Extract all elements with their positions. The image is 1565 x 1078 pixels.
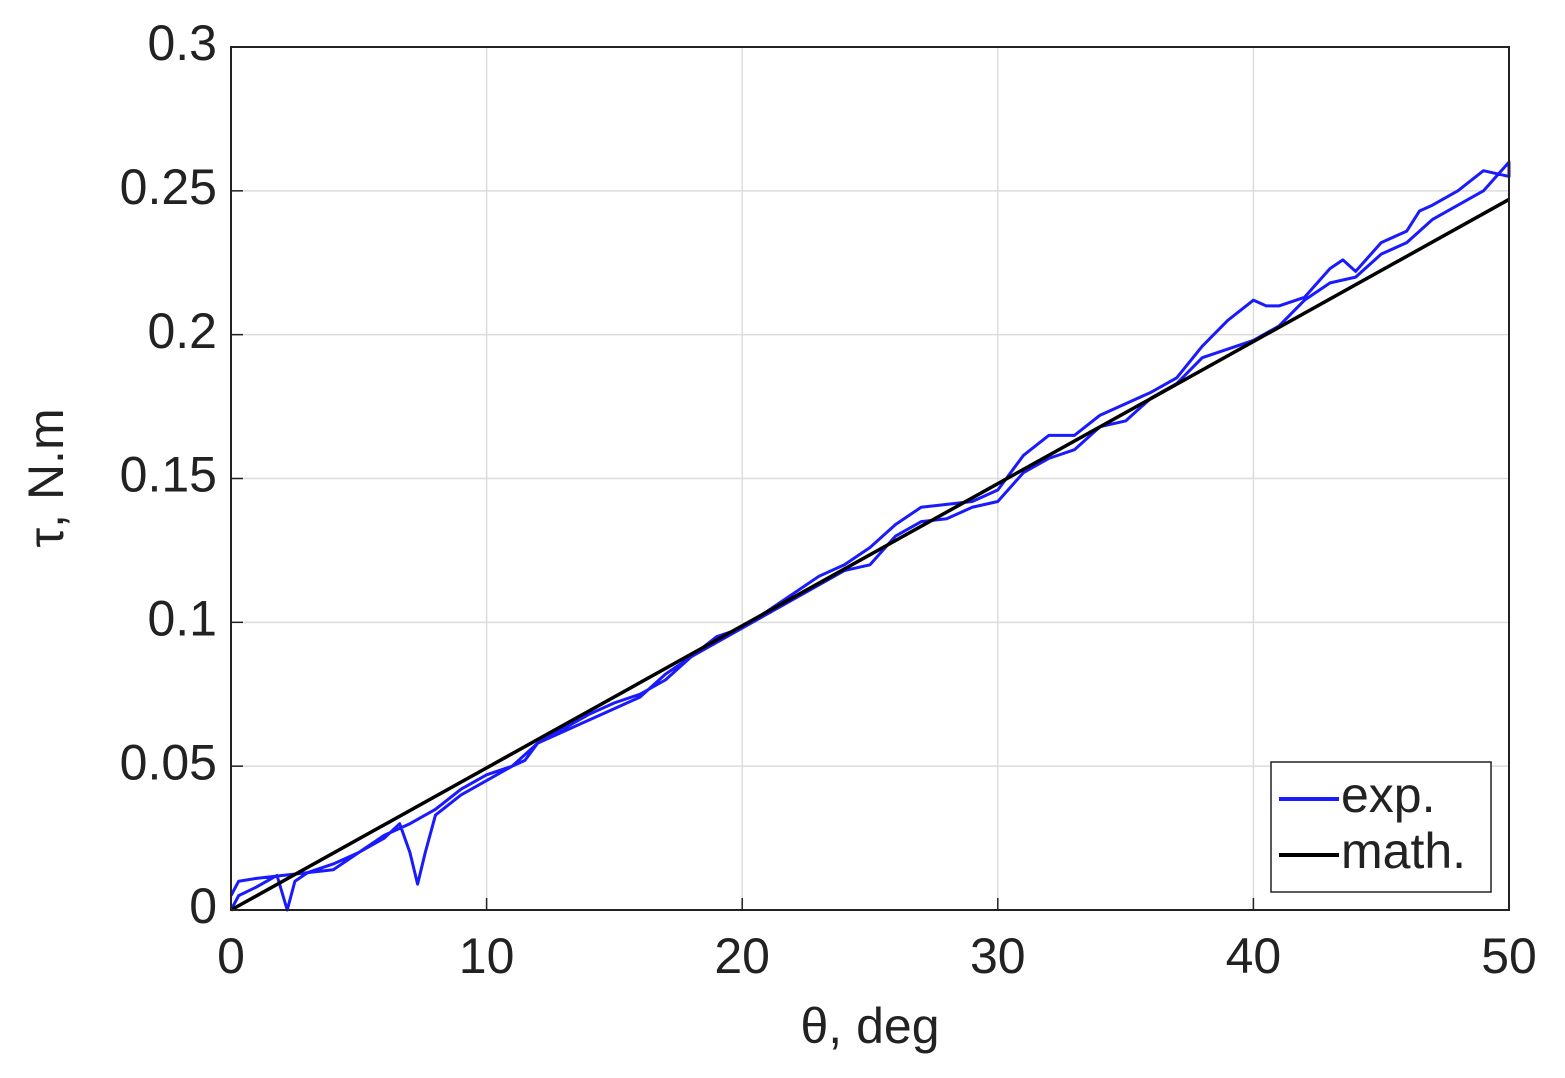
y-tick-label: 0.2	[147, 303, 217, 359]
plot-frame	[230, 46, 1510, 911]
y-tick-label: 0.1	[147, 591, 217, 647]
legend-label: math.	[1341, 823, 1466, 879]
legend-box	[1270, 761, 1492, 893]
x-tick-label: 30	[970, 928, 1026, 984]
data-line	[229, 160, 1511, 912]
x-tick-label: 50	[1481, 928, 1537, 984]
data-line	[230, 197, 1510, 912]
y-tick-label: 0.15	[120, 447, 217, 503]
y-tick-label: 0.25	[120, 159, 217, 215]
y-axis-label: τ, N.m	[18, 408, 74, 547]
x-tick-label: 20	[714, 928, 770, 984]
x-tick-label: 0	[217, 928, 245, 984]
y-tick-label: 0.3	[147, 15, 217, 71]
x-tick-label: 10	[459, 928, 515, 984]
y-tick-label: 0	[189, 878, 217, 934]
y-tick-label: 0.05	[120, 734, 217, 790]
legend: exp.math.	[1270, 761, 1492, 893]
x-tick-label: 40	[1226, 928, 1282, 984]
legend-label: exp.	[1341, 767, 1436, 823]
x-axis-label: θ, deg	[800, 998, 939, 1054]
